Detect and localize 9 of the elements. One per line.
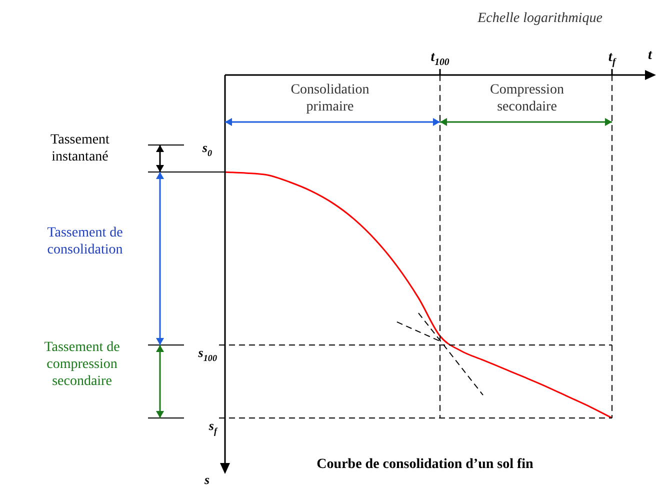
text: Echelle logarithmique bbox=[476, 11, 602, 26]
annotation: Consolidation primaire bbox=[290, 82, 370, 114]
text: Courbe de consolidation d’un sol fin bbox=[316, 457, 534, 472]
annotation: Compression secondaire bbox=[490, 82, 564, 114]
text: Tassement de compression secondaire bbox=[44, 340, 120, 389]
text: Tassement de consolidation bbox=[47, 226, 123, 258]
text: Tassement instantané bbox=[50, 132, 110, 164]
x-axis-title: t bbox=[648, 48, 653, 63]
y-axis-title: s bbox=[203, 472, 210, 487]
